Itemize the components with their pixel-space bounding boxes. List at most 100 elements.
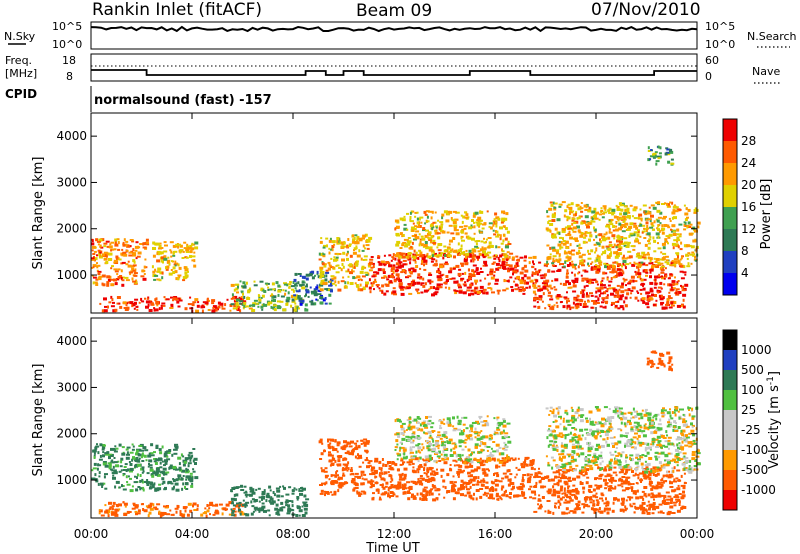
scatter-cell xyxy=(612,479,616,482)
scatter-cell xyxy=(373,288,375,291)
scatter-cell xyxy=(572,213,576,217)
scatter-cell xyxy=(552,248,557,252)
scatter-cell xyxy=(394,446,398,449)
scatter-cell xyxy=(532,290,536,294)
scatter-cell xyxy=(125,475,128,479)
scatter-cell xyxy=(492,489,494,492)
scatter-cell xyxy=(408,460,413,463)
scatter-cell xyxy=(519,483,524,486)
scatter-cell xyxy=(584,300,586,303)
scatter-cell xyxy=(467,436,470,440)
scatter-cell xyxy=(622,509,627,512)
scatter-cell xyxy=(679,248,683,251)
scatter-cell xyxy=(413,238,417,241)
scatter-cell xyxy=(438,274,441,278)
scatter-cell xyxy=(571,493,576,496)
scatter-cell xyxy=(352,270,355,273)
scatter-cell xyxy=(488,241,492,245)
scatter-cell xyxy=(372,280,377,283)
scatter-cell xyxy=(287,508,292,511)
scatter-cell xyxy=(417,449,420,453)
scatter-cell xyxy=(407,436,412,439)
scatter-cell xyxy=(467,235,470,239)
scatter-cell xyxy=(677,259,680,262)
scatter-cell xyxy=(280,295,285,298)
scatter-cell xyxy=(319,269,323,273)
scatter-cell xyxy=(366,247,370,250)
scatter-cell xyxy=(136,476,138,480)
scatter-cell xyxy=(463,486,466,488)
scatter-cell xyxy=(126,453,130,456)
scatter-cell xyxy=(323,449,326,453)
scatter-cell xyxy=(513,280,516,283)
scatter-cell xyxy=(568,469,572,472)
scatter-cell xyxy=(641,256,646,259)
scatter-cell xyxy=(675,291,678,295)
scatter-cell xyxy=(654,282,658,286)
scatter-cell xyxy=(390,269,393,272)
scatter-cell xyxy=(498,452,501,456)
scatter-cell xyxy=(565,469,570,473)
scatter-cell xyxy=(636,229,640,232)
scatter-cell xyxy=(176,297,181,300)
scatter-cell xyxy=(605,245,610,248)
scatter-cell xyxy=(641,231,644,234)
nsky-tick-low: 10^0 xyxy=(52,38,82,51)
scatter-cell xyxy=(147,454,152,458)
scatter-cell xyxy=(673,260,678,263)
scatter-cell xyxy=(582,303,587,306)
scatter-cell xyxy=(403,227,408,231)
scatter-cell xyxy=(426,445,431,448)
scatter-cell xyxy=(572,210,575,213)
scatter-cell xyxy=(567,480,572,482)
scatter-cell xyxy=(384,491,388,495)
scatter-cell xyxy=(481,223,486,226)
scatter-cell xyxy=(348,445,353,448)
scatter-cell xyxy=(161,477,165,481)
scatter-cell xyxy=(581,220,586,223)
scatter-cell xyxy=(155,302,160,305)
scatter-cell xyxy=(407,252,412,255)
scatter-cell xyxy=(625,305,628,308)
scatter-cell xyxy=(494,221,497,224)
scatter-cell xyxy=(399,262,402,265)
scatter-cell xyxy=(310,290,315,293)
scatter-cell xyxy=(546,260,549,264)
scatter-cell xyxy=(395,439,399,443)
scatter-cell xyxy=(357,453,359,457)
scatter-cell xyxy=(321,252,324,256)
scatter-cell xyxy=(389,480,392,483)
scatter-cell xyxy=(276,510,280,514)
scatter-cell xyxy=(502,265,505,268)
scatter-cell xyxy=(540,297,543,301)
scatter-cell xyxy=(294,302,297,305)
scatter-cell xyxy=(206,298,209,302)
scatter-cell xyxy=(443,245,447,248)
scatter-cell xyxy=(158,307,161,311)
scatter-cell xyxy=(187,454,191,457)
scatter-cell xyxy=(469,283,473,287)
scatter-cell xyxy=(665,240,669,243)
scatter-cell xyxy=(406,256,410,260)
scatter-cell xyxy=(163,454,168,458)
scatter-cell xyxy=(466,456,471,459)
scatter-cell xyxy=(461,220,464,224)
scatter-cell xyxy=(654,280,657,283)
scatter-cell xyxy=(268,500,272,502)
scatter-cell xyxy=(353,247,358,250)
scatter-cell xyxy=(483,420,488,422)
scatter-cell xyxy=(660,271,665,274)
scatter-cell xyxy=(578,231,582,234)
scatter-cell xyxy=(571,260,574,263)
scatter-cell xyxy=(677,245,680,249)
scatter-cell xyxy=(362,234,367,238)
scatter-cell xyxy=(393,279,397,283)
scatter-cell xyxy=(129,463,133,466)
scatter-cell xyxy=(325,237,329,240)
scatter-cell xyxy=(449,278,453,280)
scatter-cell xyxy=(609,468,613,471)
scatter-cell xyxy=(119,275,123,278)
scatter-cell xyxy=(491,291,495,294)
scatter-cell xyxy=(429,281,432,285)
